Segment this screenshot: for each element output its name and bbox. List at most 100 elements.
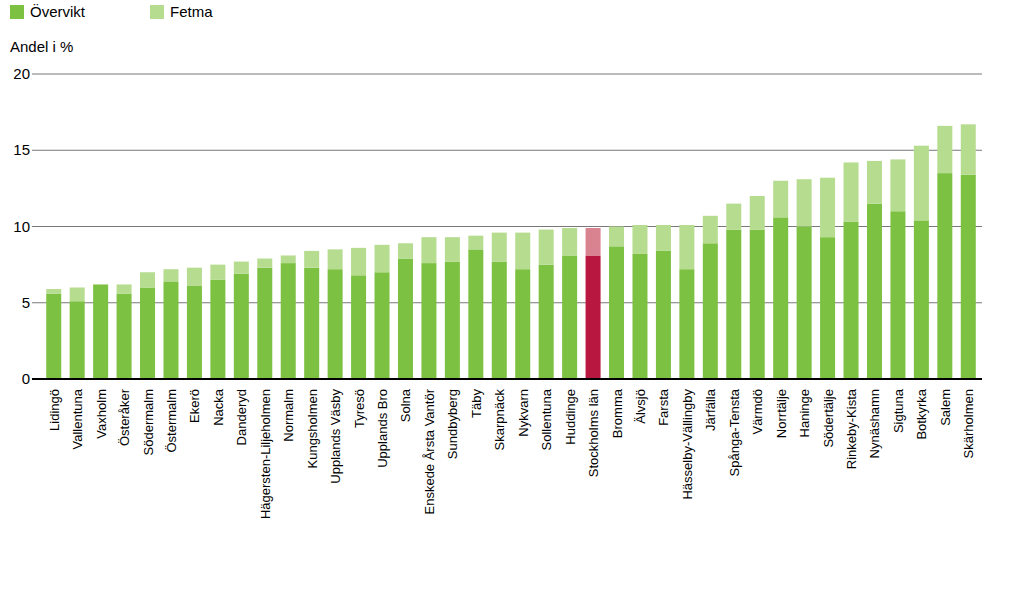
bar-segment <box>539 265 554 379</box>
y-tick-label: 10 <box>13 218 30 235</box>
bar-segment <box>914 220 929 379</box>
bar-segment <box>375 272 390 379</box>
bar-segment <box>515 233 530 270</box>
bar-segment <box>93 284 108 379</box>
x-tick-label: Solna <box>398 388 413 422</box>
bar-segment <box>961 124 976 174</box>
x-tick-label: Farsta <box>656 388 671 426</box>
grid-line <box>32 150 982 151</box>
legend-label: Övervikt <box>30 3 86 20</box>
grid-line <box>32 74 982 75</box>
bar-segment <box>304 268 319 379</box>
x-tick-label: Spånga-Tensta <box>727 388 742 476</box>
bar-segment <box>656 225 671 251</box>
chart: 05101520LidingöVallentunaVaxholmÖsteråke… <box>0 0 1023 596</box>
bar-segment <box>210 265 225 280</box>
x-tick-label: Sundbyberg <box>445 389 460 459</box>
bar-segment <box>890 159 905 211</box>
bar-segment <box>187 286 202 379</box>
x-tick-label: Södertälje <box>821 389 836 448</box>
bar-segment <box>844 222 859 379</box>
bar-segment <box>750 230 765 379</box>
x-tick-label: Södermalm <box>141 389 156 455</box>
bar-segment <box>257 259 272 268</box>
bar-segment <box>632 225 647 254</box>
bar-segment <box>703 216 718 243</box>
bar-segment <box>937 173 952 379</box>
x-tick-label: Danderyd <box>234 389 249 445</box>
y-tick-label: 15 <box>13 141 30 158</box>
x-tick-label: Sigtuna <box>891 388 906 433</box>
bar-segment <box>773 181 788 218</box>
bar-segment <box>93 284 108 285</box>
bar-segment <box>421 263 436 379</box>
bar-segment <box>257 268 272 379</box>
bar-segment <box>163 281 178 379</box>
x-tick-label: Upplands Väsby <box>328 389 343 484</box>
bar-segment <box>961 175 976 379</box>
bar-segment <box>586 255 601 379</box>
x-tick-label: Botkyrka <box>914 388 929 439</box>
bar-segment <box>468 236 483 250</box>
x-tick-label: Rinkeby-Kista <box>844 388 859 469</box>
bar-segment <box>46 289 61 294</box>
x-tick-label: Täby <box>469 389 484 418</box>
bar-segment <box>70 288 85 302</box>
grid-line <box>32 226 982 227</box>
bar-segment <box>140 272 155 287</box>
bar-segment <box>70 301 85 379</box>
bar-segment <box>351 275 366 379</box>
bar-segment <box>844 162 859 221</box>
bar-segment <box>492 262 507 379</box>
x-tick-labels: LidingöVallentunaVaxholmÖsteråkerSöderma… <box>47 388 977 519</box>
x-tick-label: Värmdö <box>750 389 765 435</box>
bar-segment <box>914 146 929 221</box>
bar-segment <box>163 269 178 281</box>
x-tick-label: Östermalm <box>164 389 179 453</box>
bar-segment <box>234 262 249 274</box>
bar-segment <box>562 255 577 379</box>
bar-segment <box>539 230 554 265</box>
bar-segment <box>586 228 601 255</box>
x-tick-label: Normalm <box>281 389 296 442</box>
bar-segment <box>609 227 624 247</box>
x-tick-label: Lidingö <box>47 389 62 431</box>
bar-segment <box>820 178 835 237</box>
x-tick-label: Vaxholm <box>94 389 109 439</box>
bar-segment <box>328 249 343 269</box>
bar-segment <box>820 237 835 379</box>
y-tick-label: 20 <box>13 65 30 82</box>
bar-segment <box>679 269 694 379</box>
x-axis-line <box>32 378 982 380</box>
bar-segment <box>750 196 765 230</box>
bar-segment <box>281 263 296 379</box>
x-tick-label: Sollentuna <box>539 388 554 450</box>
bar-segment <box>797 227 812 380</box>
bar-segment <box>656 251 671 379</box>
legend-swatch <box>10 5 24 19</box>
bar-segment <box>281 255 296 263</box>
bar-segment <box>679 225 694 269</box>
bar-segment <box>117 284 132 293</box>
x-tick-label: Skärholmen <box>961 389 976 458</box>
bar-segment <box>210 280 225 379</box>
x-tick-label: Nynäshamn <box>867 389 882 458</box>
x-tick-label: Hässelby-Vällingby <box>680 389 695 500</box>
x-tick-label: Norrtälje <box>774 389 789 438</box>
bar-segment <box>398 259 413 379</box>
bar-segment <box>609 246 624 379</box>
legend: ÖverviktFetma <box>10 3 213 20</box>
bar-segment <box>632 254 647 379</box>
x-tick-label: Nacka <box>211 388 226 426</box>
x-tick-label: Vallentuna <box>70 388 85 449</box>
bar-segment <box>46 294 61 379</box>
bar-segment <box>492 233 507 262</box>
bar-segment <box>140 288 155 380</box>
x-tick-label: Bromma <box>610 388 625 438</box>
bar-segment <box>890 211 905 379</box>
x-tick-label: Tyresö <box>352 389 367 428</box>
y-axis-title: Andel i % <box>10 38 73 55</box>
legend-swatch <box>150 5 164 19</box>
x-tick-label: Hägersten-Liljeholmen <box>258 389 273 519</box>
bar-segment <box>421 237 436 263</box>
